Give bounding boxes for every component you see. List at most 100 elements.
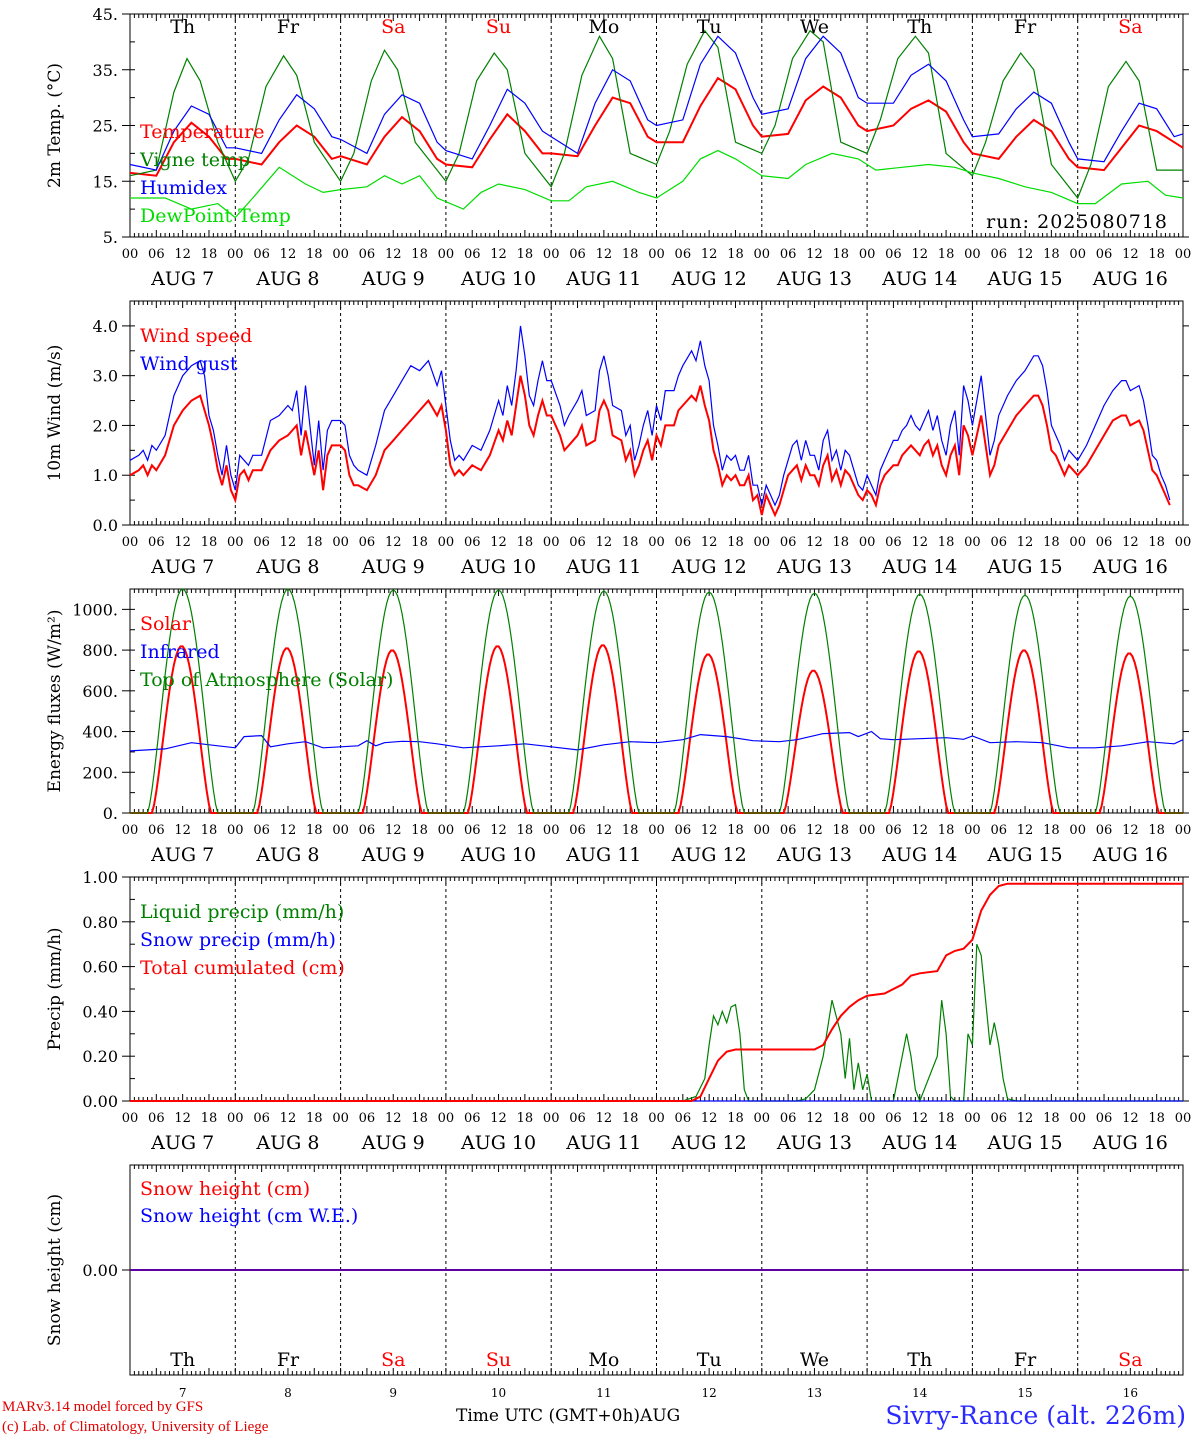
x-date-label: AUG 10 (460, 268, 536, 290)
model-credit: MARv3.14 model forced by GFS (2, 1399, 204, 1415)
x-hour-label: 00 (122, 535, 139, 550)
x-date-label: AUG 7 (150, 556, 214, 578)
x-hour-label: 12 (911, 247, 928, 262)
x-hour-label: 12 (1122, 823, 1139, 838)
weekday-label: Mo (588, 16, 619, 38)
x-date-label: AUG 13 (776, 1132, 852, 1154)
x-hour-label: 18 (622, 247, 639, 262)
y-tick-label: 0.0 (93, 516, 118, 535)
x-hour-label: 06 (148, 823, 165, 838)
x-date-label: AUG 7 (150, 844, 214, 866)
x-hour-label: 18 (411, 1111, 428, 1126)
weekday-label: Th (170, 1349, 195, 1371)
x-date-label: AUG 15 (986, 844, 1062, 866)
y-tick-label: 0.00 (82, 1092, 118, 1111)
x-date-label: AUG 10 (460, 1132, 536, 1154)
weekday-label: Tu (697, 16, 722, 38)
x-hour-label: 12 (490, 1111, 507, 1126)
x-hour-label: 18 (1043, 535, 1060, 550)
x-hour-label: 12 (1017, 823, 1034, 838)
x-hour-label: 06 (780, 247, 797, 262)
y-tick-label: 35. (93, 61, 118, 80)
x-hour-label: 00 (227, 535, 244, 550)
x-hour-label: 18 (306, 1111, 323, 1126)
weekday-label: Th (907, 16, 932, 38)
y-tick-label: 0. (103, 804, 118, 823)
x-date-label: AUG 8 (255, 1132, 319, 1154)
x-hour-label: 00 (1069, 535, 1086, 550)
legend-entry: Wind speed (140, 325, 252, 347)
x-hour-label: 06 (780, 823, 797, 838)
x-hour-label: 12 (596, 1111, 613, 1126)
x-date-label: AUG 7 (150, 268, 214, 290)
x-date-label: AUG 9 (361, 268, 425, 290)
day-number-label: 10 (491, 1386, 506, 1400)
x-hour-label: 12 (490, 823, 507, 838)
x-hour-label: 18 (517, 1111, 534, 1126)
weekday-label: Fr (1014, 1349, 1037, 1371)
x-hour-label: 06 (675, 1111, 692, 1126)
x-hour-label: 12 (911, 823, 928, 838)
y-tick-label: 600. (82, 682, 118, 701)
x-hour-label: 00 (227, 823, 244, 838)
x-hour-label: 12 (806, 823, 823, 838)
x-hour-label: 12 (280, 1111, 297, 1126)
weekday-label: Su (486, 1349, 511, 1371)
x-hour-label: 12 (1122, 1111, 1139, 1126)
series-line (130, 588, 1183, 814)
x-hour-label: 06 (148, 247, 165, 262)
x-hour-label: 00 (438, 823, 455, 838)
x-hour-label: 06 (885, 535, 902, 550)
x-hour-label: 18 (1043, 247, 1060, 262)
run-label: run: 2025080718 (986, 211, 1168, 233)
x-date-label: AUG 8 (255, 844, 319, 866)
x-hour-label: 18 (727, 535, 744, 550)
y-tick-label: 200. (82, 763, 118, 782)
x-hour-label: 00 (227, 1111, 244, 1126)
x-hour-label: 12 (490, 535, 507, 550)
x-hour-label: 18 (517, 247, 534, 262)
x-hour-label: 18 (201, 247, 218, 262)
x-hour-label: 00 (1175, 823, 1192, 838)
x-hour-label: 18 (201, 1111, 218, 1126)
x-hour-label: 12 (596, 247, 613, 262)
x-hour-label: 06 (675, 535, 692, 550)
panel-4 (122, 876, 1189, 1103)
y-tick-label: 0.60 (82, 958, 118, 977)
x-hour-label: 06 (569, 1111, 586, 1126)
day-number-label: 11 (596, 1386, 611, 1400)
legend-entry: Solar (140, 613, 192, 635)
x-hour-label: 18 (411, 823, 428, 838)
x-date-label: AUG 7 (150, 1132, 214, 1154)
x-hour-label: 06 (253, 535, 270, 550)
x-hour-label: 06 (1096, 823, 1113, 838)
x-hour-label: 12 (701, 535, 718, 550)
x-hour-label: 12 (385, 247, 402, 262)
y-axis-label: 10m Wind (m/s) (45, 345, 65, 482)
x-hour-label: 00 (543, 823, 560, 838)
x-hour-label: 06 (148, 1111, 165, 1126)
legend-entry: Wind gust (140, 353, 238, 375)
x-hour-label: 18 (727, 1111, 744, 1126)
x-hour-label: 18 (201, 535, 218, 550)
x-hour-label: 00 (543, 247, 560, 262)
station-name: Sivry-Rance (alt. 226m) (885, 1401, 1186, 1430)
x-hour-label: 12 (596, 535, 613, 550)
x-date-label: AUG 16 (1092, 844, 1168, 866)
x-hour-label: 06 (464, 535, 481, 550)
x-hour-label: 06 (1096, 535, 1113, 550)
x-hour-label: 00 (1175, 1111, 1192, 1126)
x-date-label: AUG 13 (776, 268, 852, 290)
x-hour-label: 00 (754, 823, 771, 838)
x-hour-label: 06 (990, 247, 1007, 262)
x-hour-label: 12 (280, 823, 297, 838)
x-hour-label: 06 (885, 1111, 902, 1126)
x-hour-label: 18 (622, 823, 639, 838)
series-line (130, 943, 1183, 1103)
y-tick-label: 1.0 (93, 466, 118, 485)
series-line (129, 730, 1184, 752)
y-tick-label: 1000. (72, 600, 118, 619)
x-hour-label: 18 (1043, 1111, 1060, 1126)
x-hour-label: 12 (174, 247, 191, 262)
x-hour-label: 00 (1069, 247, 1086, 262)
